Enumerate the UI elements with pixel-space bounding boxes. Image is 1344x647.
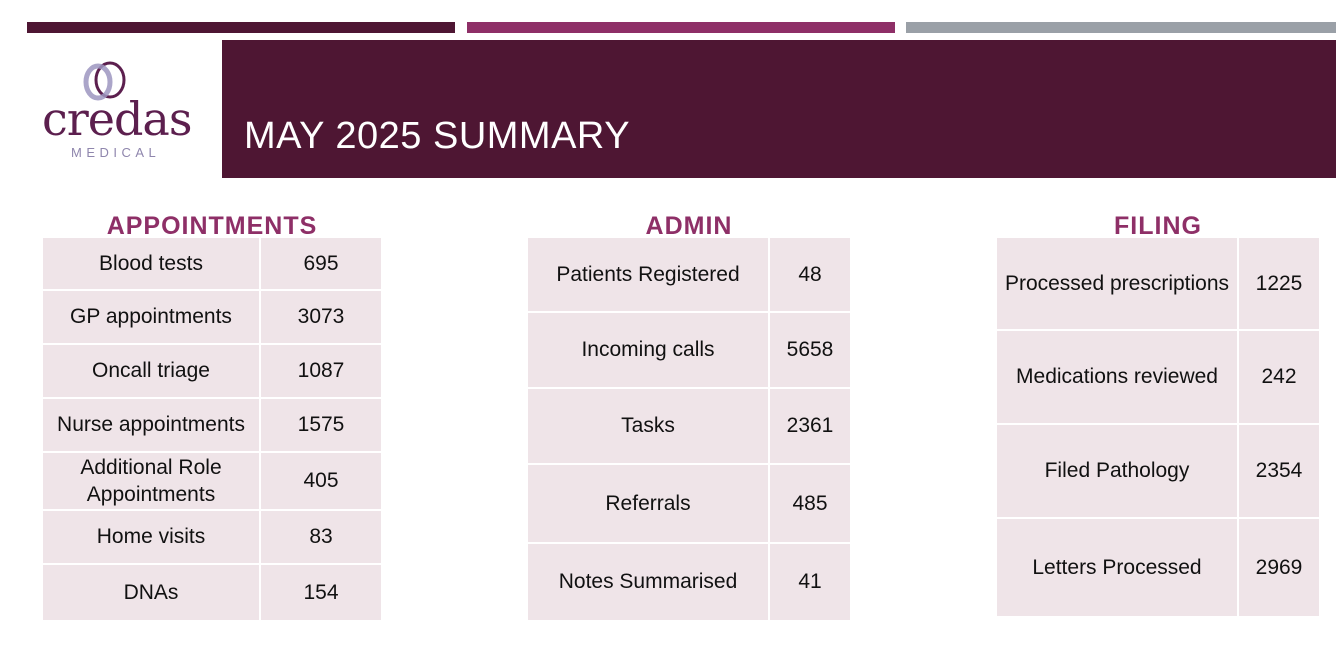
row-value: 83 xyxy=(261,511,381,565)
table-row: Home visits 83 xyxy=(43,511,381,565)
table-row: Blood tests 695 xyxy=(43,238,381,291)
table-row: Letters Processed 2969 xyxy=(997,519,1319,616)
row-value: 695 xyxy=(261,238,381,291)
row-label: Notes Summarised xyxy=(528,544,770,620)
row-value: 3073 xyxy=(261,291,381,345)
title-band: MAY 2025 SUMMARY xyxy=(222,40,1336,178)
table-row: Nurse appointments 1575 xyxy=(43,399,381,453)
table-row: Additional Role Appointments 405 xyxy=(43,453,381,511)
logo-wordmark: credas xyxy=(42,92,192,146)
row-value: 242 xyxy=(1239,331,1319,425)
row-label: GP appointments xyxy=(43,291,261,345)
table-row: Tasks 2361 xyxy=(528,389,850,465)
top-accent-bar-grey xyxy=(906,22,1336,33)
row-label: Tasks xyxy=(528,389,770,465)
row-value: 48 xyxy=(770,238,850,313)
row-label: Patients Registered xyxy=(528,238,770,313)
row-label: Additional Role Appointments xyxy=(43,453,261,511)
row-value: 2969 xyxy=(1239,519,1319,616)
page-title: MAY 2025 SUMMARY xyxy=(244,115,631,157)
row-label: Blood tests xyxy=(43,238,261,291)
row-value: 1225 xyxy=(1239,238,1319,331)
row-value: 1575 xyxy=(261,399,381,453)
admin-table: Patients Registered 48 Incoming calls 56… xyxy=(528,238,850,620)
row-value: 2354 xyxy=(1239,425,1319,519)
logo-subtitle: MEDICAL xyxy=(71,145,161,160)
row-label: Referrals xyxy=(528,465,770,544)
row-label: Incoming calls xyxy=(528,313,770,389)
table-row: Incoming calls 5658 xyxy=(528,313,850,389)
row-value: 485 xyxy=(770,465,850,544)
appointments-table: Blood tests 695 GP appointments 3073 Onc… xyxy=(43,238,381,620)
table-row: Oncall triage 1087 xyxy=(43,345,381,399)
table-row: GP appointments 3073 xyxy=(43,291,381,345)
table-row: Filed Pathology 2354 xyxy=(997,425,1319,519)
table-row: Notes Summarised 41 xyxy=(528,544,850,620)
table-row: Patients Registered 48 xyxy=(528,238,850,313)
table-row: Medications reviewed 242 xyxy=(997,331,1319,425)
filing-heading: FILING xyxy=(1114,212,1202,240)
row-label: Filed Pathology xyxy=(997,425,1239,519)
row-value: 1087 xyxy=(261,345,381,399)
row-label: Letters Processed xyxy=(997,519,1239,616)
top-accent-bar-magenta xyxy=(467,22,895,33)
row-label: Home visits xyxy=(43,511,261,565)
admin-heading: ADMIN xyxy=(645,212,733,240)
top-accent-bar-dark xyxy=(27,22,455,33)
row-label: Processed prescriptions xyxy=(997,238,1239,331)
row-value: 154 xyxy=(261,565,381,620)
table-row: Processed prescriptions 1225 xyxy=(997,238,1319,331)
row-label: Medications reviewed xyxy=(997,331,1239,425)
row-label: DNAs xyxy=(43,565,261,620)
appointments-heading: APPOINTMENTS xyxy=(106,212,318,240)
interlocking-rings-icon xyxy=(83,61,126,101)
row-value: 405 xyxy=(261,453,381,511)
row-value: 5658 xyxy=(770,313,850,389)
row-label: Nurse appointments xyxy=(43,399,261,453)
table-row: DNAs 154 xyxy=(43,565,381,620)
filing-table: Processed prescriptions 1225 Medications… xyxy=(997,238,1319,616)
row-value: 41 xyxy=(770,544,850,620)
credas-medical-logo: credas MEDICAL xyxy=(38,58,208,168)
row-value: 2361 xyxy=(770,389,850,465)
table-row: Referrals 485 xyxy=(528,465,850,544)
row-label: Oncall triage xyxy=(43,345,261,399)
